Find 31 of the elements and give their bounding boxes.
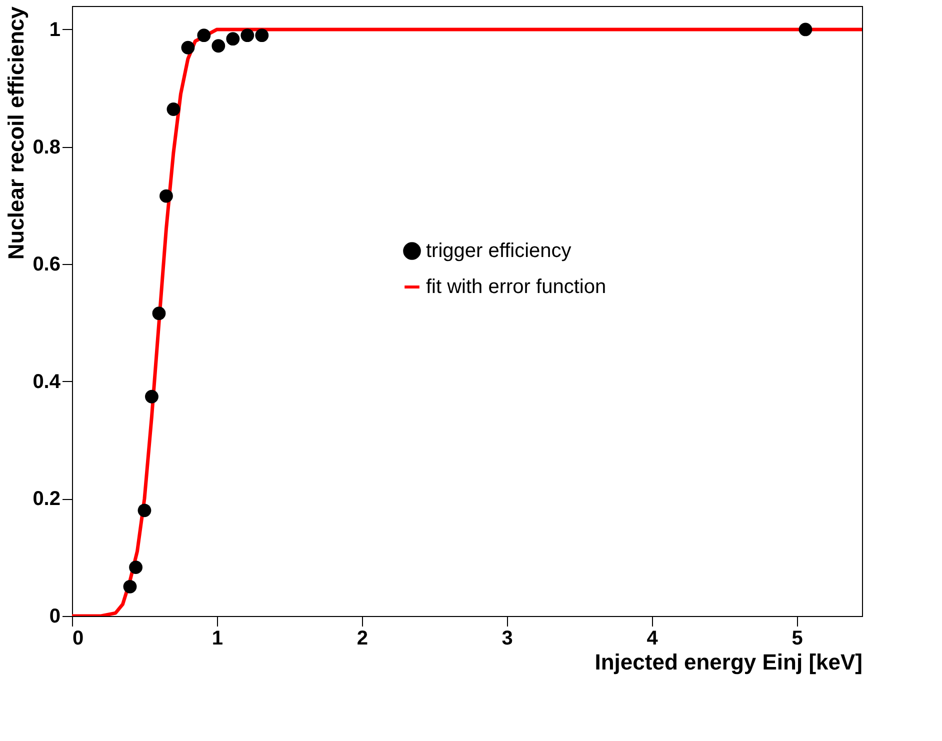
point xyxy=(145,390,158,404)
point xyxy=(152,306,166,320)
point xyxy=(160,189,173,203)
y-tick-label: 0 xyxy=(49,606,60,628)
x-tick-label: 2 xyxy=(356,628,368,650)
point xyxy=(138,504,152,518)
x-tick-label: 5 xyxy=(792,628,803,650)
y-tick-label: 0.8 xyxy=(32,136,60,158)
point xyxy=(798,22,812,36)
x-tick-label: 3 xyxy=(502,628,513,650)
point xyxy=(123,580,137,594)
point xyxy=(166,102,180,116)
y-tick-label: 0.4 xyxy=(32,370,62,393)
legend-label: trigger efficiency xyxy=(426,240,572,262)
x-axis-title: Injected energy Einj [keV] xyxy=(594,650,862,674)
point xyxy=(197,28,211,42)
x-tick-label: 0 xyxy=(72,628,84,650)
point xyxy=(226,32,240,46)
line-series xyxy=(72,28,862,616)
point xyxy=(181,40,195,54)
y-axis-title: Nuclear recoil efficiency xyxy=(4,6,29,260)
x-tick-label: 4 xyxy=(646,628,659,650)
point xyxy=(240,28,254,42)
y-tick-label: 0.6 xyxy=(32,254,60,276)
legend-label: fit with error function xyxy=(426,276,606,298)
point xyxy=(255,28,269,42)
point xyxy=(129,560,142,574)
x-tick-label: 1 xyxy=(212,628,224,650)
point xyxy=(212,39,226,53)
y-tick-label: 0.2 xyxy=(32,488,60,510)
y-tick-label: 1 xyxy=(49,18,60,41)
